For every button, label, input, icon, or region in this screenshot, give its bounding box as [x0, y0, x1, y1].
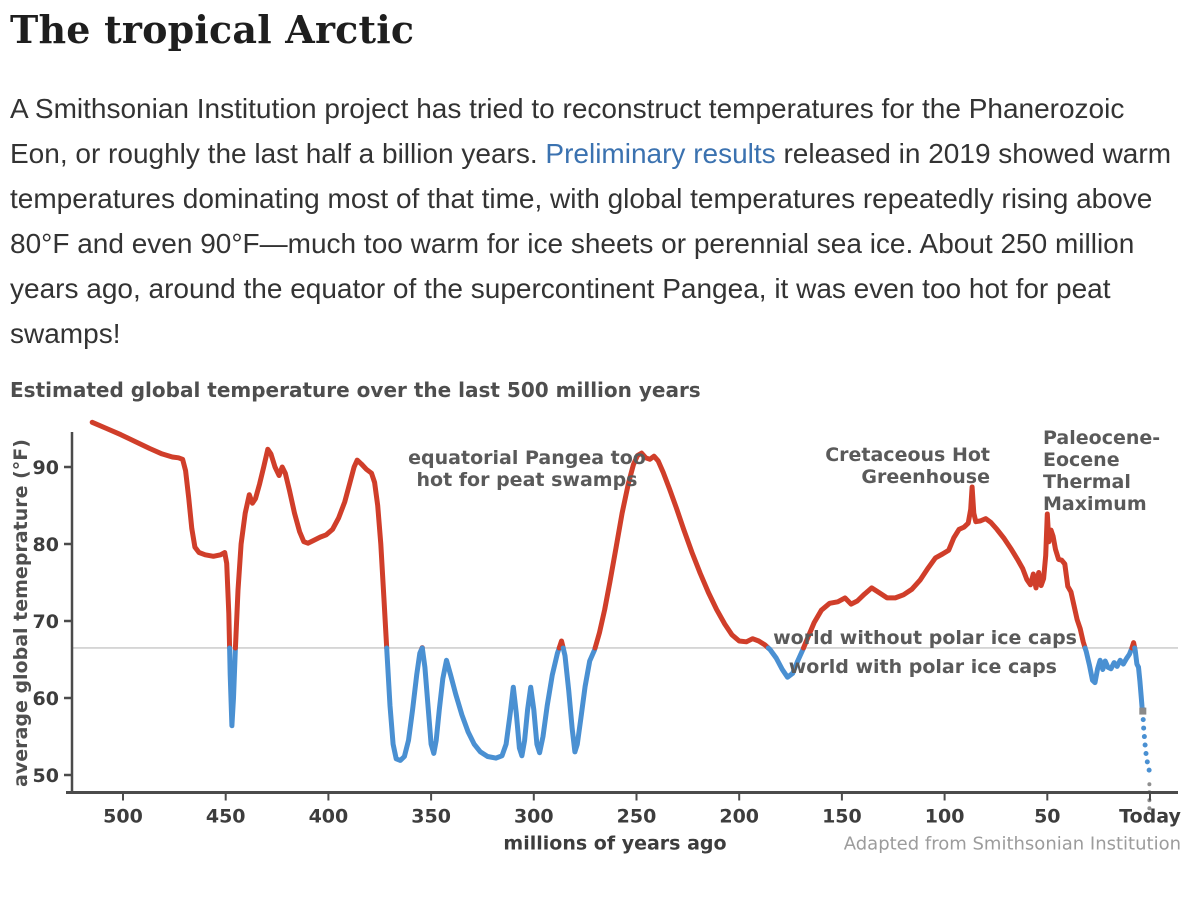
x-tick-label: 450	[206, 806, 246, 828]
paragraph-text-after-link: released in 2019 showed warm temperature…	[10, 138, 1171, 349]
page-title: The tropical Arctic	[10, 7, 1173, 52]
intro-paragraph: A Smithsonian Institution project has tr…	[10, 86, 1173, 356]
chart-credit: Adapted from Smithsonian Institution	[844, 834, 1181, 855]
temperature-curve-segment	[235, 449, 386, 648]
chart-plot-area: 90 80 70 60 50 500 450 400 350 300 250 200 150 100 50 T…	[0, 403, 1185, 870]
y-tick-label: 90	[33, 457, 59, 479]
temperature-curve-segment	[387, 648, 422, 760]
temperature-curve-segment	[422, 648, 559, 758]
annotation-pangea: hot for peat swamps	[417, 469, 638, 491]
temperature-curve-segment	[1085, 648, 1132, 683]
x-axis-label: millions of years ago	[503, 833, 726, 855]
y-tick-label: 60	[33, 688, 59, 710]
annotation-petm: Maximum	[1043, 493, 1147, 515]
temperature-curve-segment	[92, 422, 229, 648]
x-tick-label: Today	[1119, 806, 1181, 828]
y-axis-label: average global temeprature (°F)	[10, 439, 32, 787]
x-tick-label: 100	[925, 806, 965, 828]
annotation-cretaceous: Greenhouse	[861, 466, 990, 488]
temperature-curve-segment	[1135, 648, 1143, 711]
x-tick-label: 500	[103, 806, 143, 828]
y-tick-label: 80	[33, 534, 59, 556]
annotation-cretaceous: Cretaceous Hot	[825, 444, 990, 466]
x-tick-label: 350	[411, 806, 451, 828]
x-tick-label: 250	[617, 806, 657, 828]
x-tick-label: 300	[514, 806, 554, 828]
chart-svg: 90 80 70 60 50 500 450 400 350 300 250 200 150 100 50 T…	[0, 403, 1185, 865]
x-tick-label: 400	[309, 806, 349, 828]
y-tick-label: 50	[33, 765, 59, 787]
annotation-pangea: equatorial Pangea too	[408, 447, 646, 469]
annotation-ice-caps: world with polar ice caps	[789, 656, 1057, 678]
annotation-petm: Thermal	[1043, 471, 1131, 493]
x-tick-label: 150	[822, 806, 862, 828]
dotted-recent-temperature-tail	[1143, 711, 1150, 771]
y-tick-label: 70	[33, 611, 59, 633]
annotation-petm: Paleocene-	[1043, 427, 1160, 449]
article-section: The tropical Arctic A Smithsonian Instit…	[0, 7, 1185, 356]
preliminary-results-link[interactable]: Preliminary results	[545, 138, 775, 169]
x-tick-label: 200	[719, 806, 759, 828]
temperature-chart: Estimated global temperature over the la…	[0, 378, 1185, 870]
recent-temperature-marker	[1139, 708, 1146, 715]
annotation-no-ice-caps: world without polar ice caps	[773, 627, 1077, 649]
annotation-petm: Eocene	[1043, 449, 1120, 471]
chart-title: Estimated global temperature over the la…	[0, 378, 1185, 402]
x-tick-label: 50	[1034, 806, 1060, 828]
temperature-curve-segment	[563, 648, 595, 752]
temperature-curve-segment	[230, 648, 236, 726]
